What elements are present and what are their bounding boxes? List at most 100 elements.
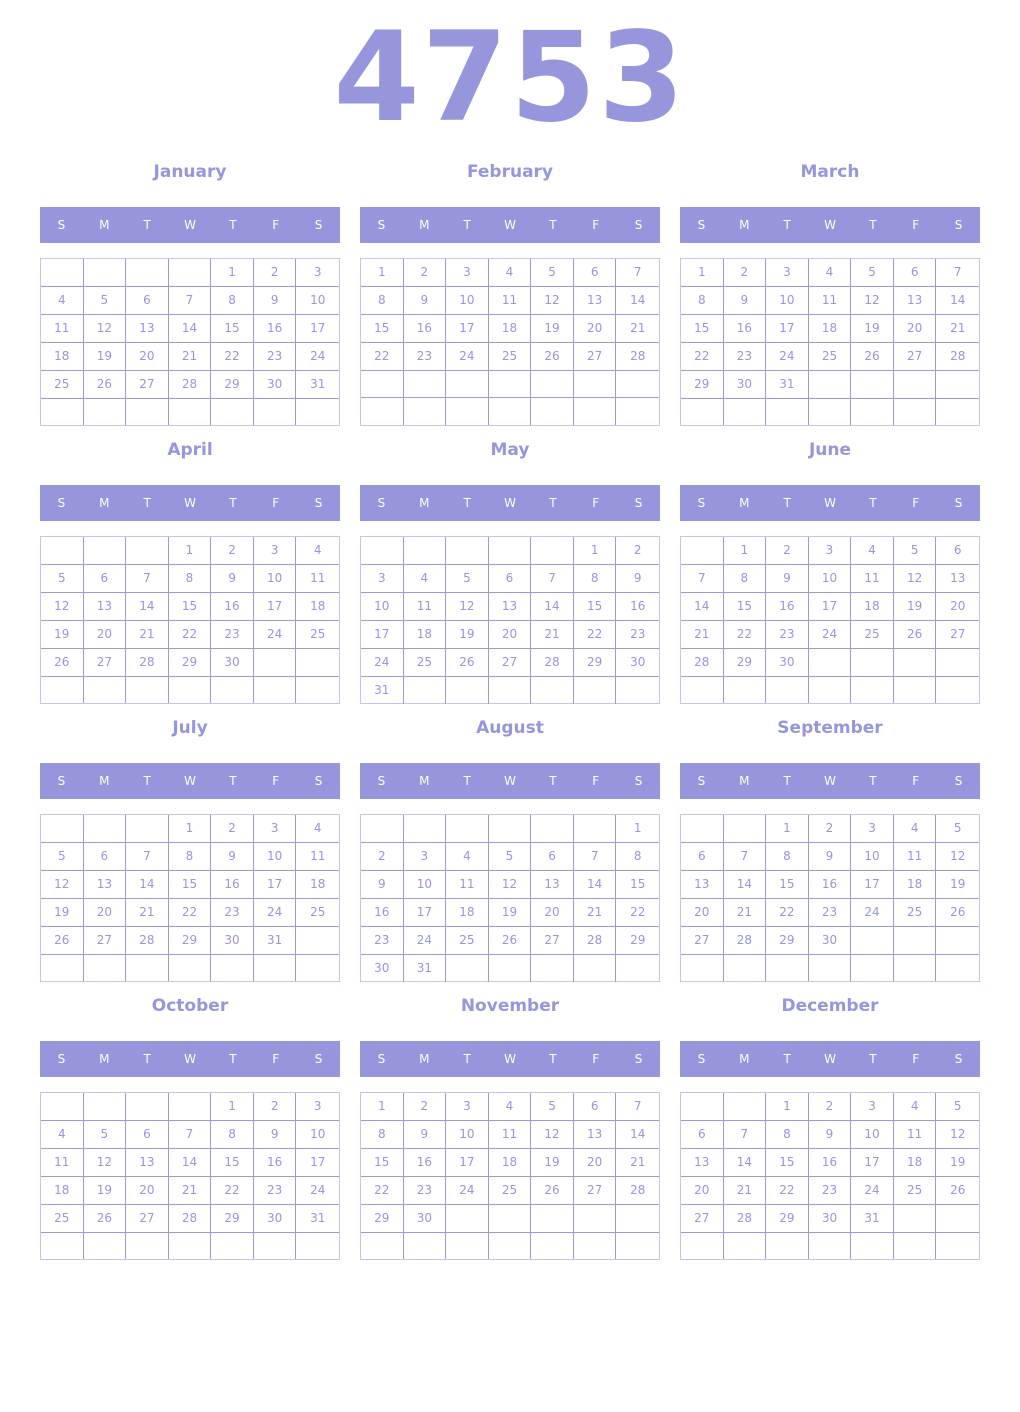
day-cell: 23 xyxy=(616,621,659,649)
day-cell: 11 xyxy=(808,287,852,315)
day-cell: 14 xyxy=(723,871,767,899)
weekday-label: F xyxy=(912,218,920,232)
weekday-label: F xyxy=(592,774,600,788)
day-cell: 22 xyxy=(766,899,809,927)
day-cell: 3 xyxy=(403,843,447,871)
empty-cell xyxy=(296,399,339,425)
weekday-label: F xyxy=(592,1052,600,1066)
empty-cell xyxy=(851,1233,894,1259)
day-cell: 5 xyxy=(936,1093,979,1121)
day-cell: 30 xyxy=(211,927,254,955)
weekday-label: F xyxy=(272,218,280,232)
day-cell: 28 xyxy=(681,649,724,677)
empty-cell xyxy=(723,815,767,843)
day-cell: 24 xyxy=(296,1177,339,1205)
empty-cell xyxy=(488,537,532,565)
weekday-label: M xyxy=(419,496,430,510)
day-cell: 31 xyxy=(296,1205,339,1233)
weekday-label: S xyxy=(634,1052,643,1066)
day-cell: 7 xyxy=(168,287,212,315)
day-cell: 30 xyxy=(766,649,809,677)
day-cell: 31 xyxy=(851,1205,894,1233)
day-cell: 13 xyxy=(126,315,169,343)
day-cell: 22 xyxy=(573,621,617,649)
day-cell: 6 xyxy=(573,1093,617,1121)
empty-cell xyxy=(851,677,894,703)
day-cell: 1 xyxy=(723,537,767,565)
day-cell: 28 xyxy=(616,343,659,371)
day-cell: 28 xyxy=(723,927,767,955)
month-title: September xyxy=(777,718,883,738)
day-cell: 3 xyxy=(361,565,404,593)
day-cell: 10 xyxy=(851,1121,894,1149)
day-cell: 24 xyxy=(253,899,297,927)
month-june: June S M T W T F S 1 2 3 4 5 6 7 8 9 10 11 12 13 14 15 16 17 18 19… xyxy=(680,438,980,706)
day-cell: 5 xyxy=(83,1121,127,1149)
weekday-label: S xyxy=(697,1052,706,1066)
day-cell: 7 xyxy=(531,565,574,593)
day-cell: 3 xyxy=(808,537,852,565)
empty-cell xyxy=(724,677,767,703)
day-cell: 13 xyxy=(681,871,724,899)
day-cell: 26 xyxy=(851,343,894,371)
weekday-label: T xyxy=(229,218,237,232)
day-cell: 23 xyxy=(766,621,809,649)
day-cell: 6 xyxy=(488,565,532,593)
weekday-label: T xyxy=(143,774,151,788)
day-cell: 29 xyxy=(681,371,724,399)
empty-cell xyxy=(126,955,169,981)
day-grid: 1 2 3 4 5 6 7 8 9 10 11 12 13 14 15 16 17 18 19 20 21 22 23 24 2… xyxy=(40,536,340,704)
day-cell: 12 xyxy=(531,287,574,315)
day-cell: 30 xyxy=(808,1205,852,1233)
weekday-label: T xyxy=(869,218,877,232)
day-cell: 15 xyxy=(723,593,767,621)
day-cell: 4 xyxy=(893,815,937,843)
empty-cell xyxy=(808,649,852,677)
day-cell: 19 xyxy=(41,621,84,649)
day-cell: 27 xyxy=(126,371,169,399)
day-cell: 11 xyxy=(446,871,489,899)
weekday-label: W xyxy=(184,1052,196,1066)
day-cell: 12 xyxy=(488,871,532,899)
day-cell: 14 xyxy=(616,1121,659,1149)
day-cell: 5 xyxy=(936,815,979,843)
month-title: May xyxy=(490,440,530,460)
empty-cell xyxy=(724,1233,767,1259)
empty-cell xyxy=(531,537,574,565)
day-cell: 11 xyxy=(41,315,84,343)
empty-cell xyxy=(126,259,169,287)
day-cell: 3 xyxy=(253,815,297,843)
day-cell: 7 xyxy=(616,1093,659,1121)
day-cell: 1 xyxy=(573,537,617,565)
day-cell: 28 xyxy=(616,1177,659,1205)
day-cell: 12 xyxy=(41,871,84,899)
day-cell: 30 xyxy=(361,955,404,982)
weekday-label: M xyxy=(739,1052,750,1066)
day-cell: 4 xyxy=(41,1121,84,1149)
day-cell: 12 xyxy=(851,287,894,315)
day-cell: 1 xyxy=(766,815,809,843)
day-cell: 27 xyxy=(893,343,937,371)
empty-cell xyxy=(894,955,937,981)
empty-cell xyxy=(211,1233,254,1259)
day-cell: 18 xyxy=(446,899,489,927)
day-cell: 9 xyxy=(253,1121,297,1149)
day-cell: 13 xyxy=(681,1149,724,1177)
day-cell: 16 xyxy=(211,871,254,899)
empty-cell xyxy=(41,955,84,981)
empty-cell xyxy=(83,815,127,843)
day-cell: 20 xyxy=(83,899,127,927)
day-cell: 2 xyxy=(766,537,809,565)
empty-cell xyxy=(126,399,169,425)
weekday-label: S xyxy=(634,218,643,232)
day-cell: 30 xyxy=(211,649,254,677)
weekday-label: M xyxy=(419,218,430,232)
day-cell: 13 xyxy=(573,287,617,315)
day-cell: 12 xyxy=(893,565,937,593)
day-cell: 24 xyxy=(851,899,894,927)
day-cell: 20 xyxy=(573,315,617,343)
day-cell: 12 xyxy=(936,843,979,871)
day-cell: 9 xyxy=(211,843,254,871)
